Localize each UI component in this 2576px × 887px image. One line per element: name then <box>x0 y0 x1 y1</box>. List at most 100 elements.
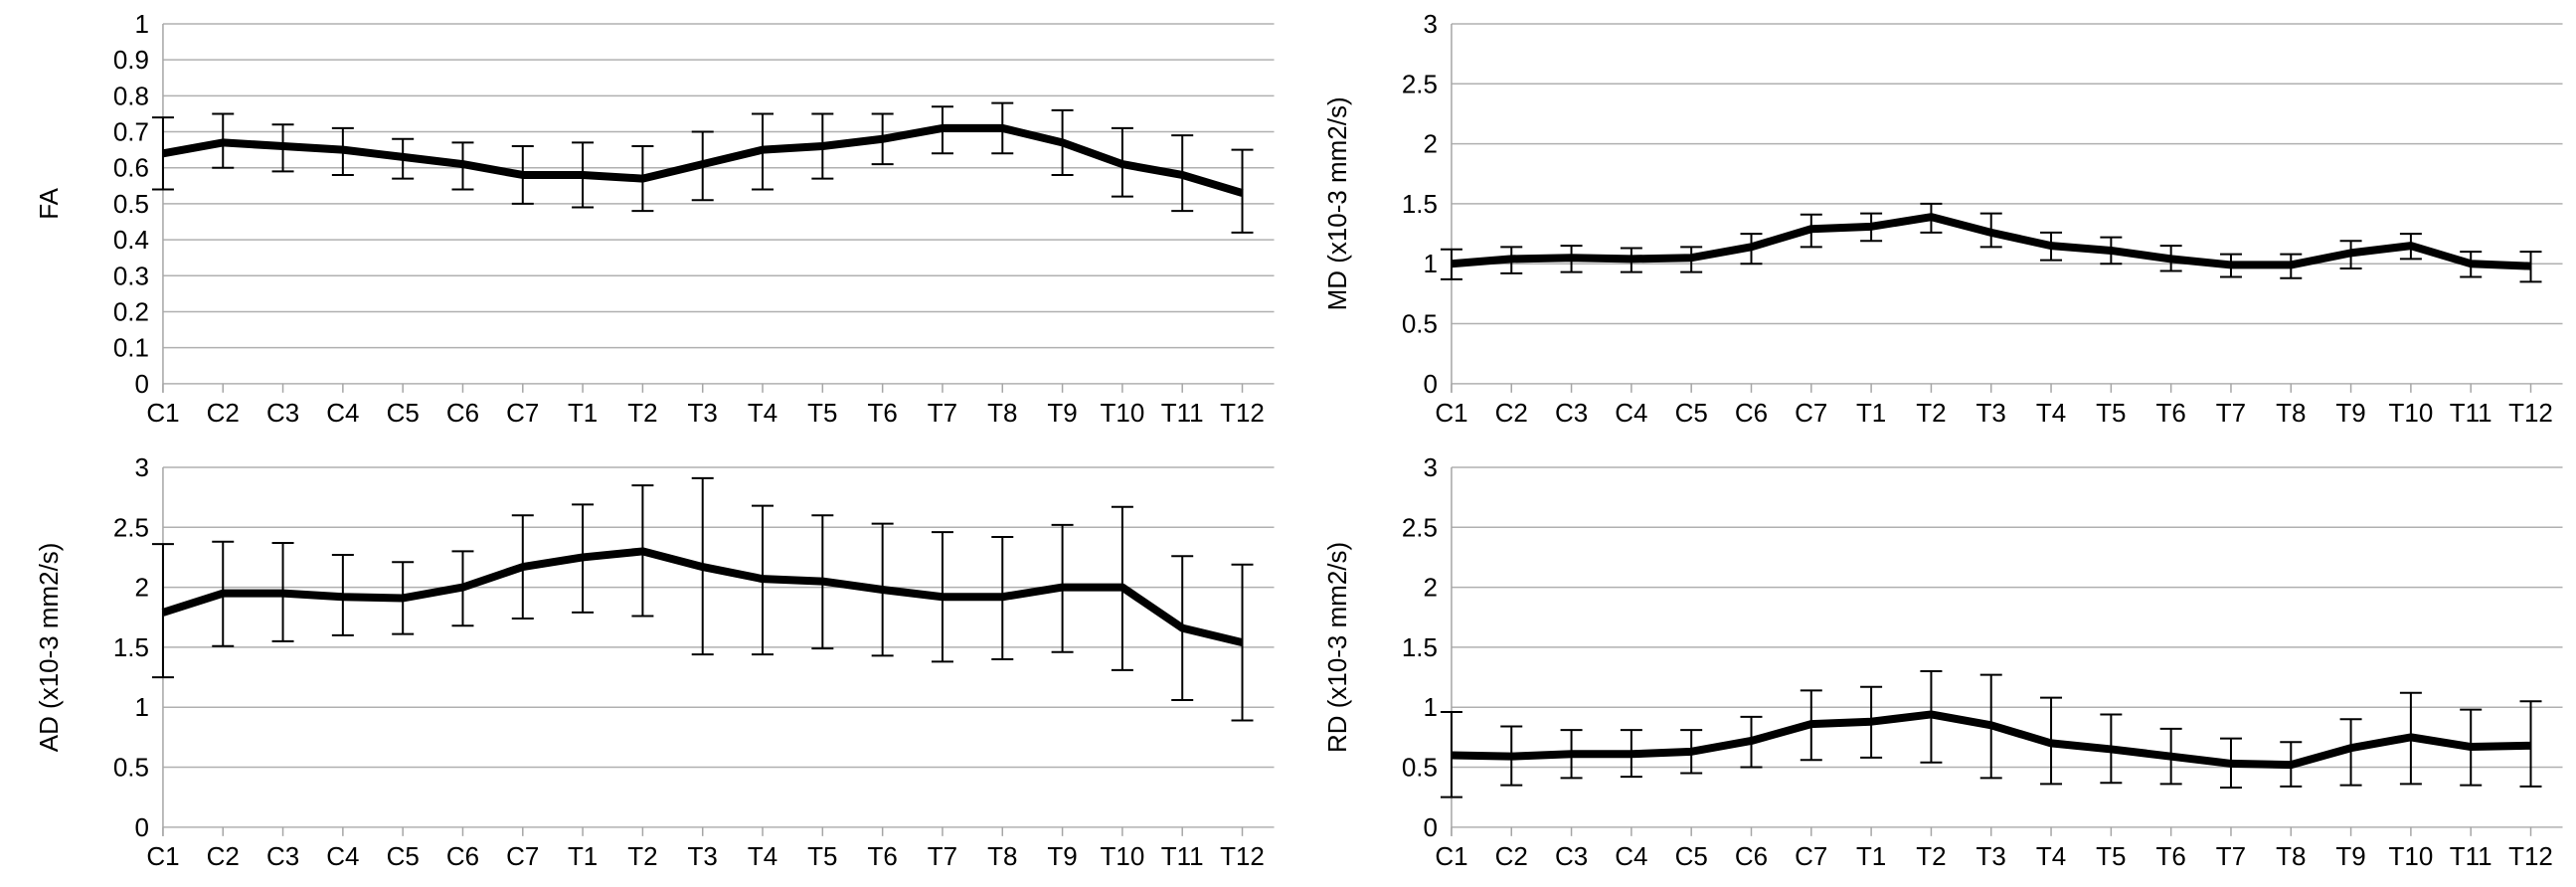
x-tick-label: T3 <box>1975 841 2005 871</box>
y-axis-title: AD (x10-3 mm2/s) <box>34 542 64 752</box>
x-tick-label: C4 <box>326 841 359 871</box>
x-tick-label: C2 <box>1494 841 1527 871</box>
y-tick-label: 3 <box>134 452 148 482</box>
axis-lines <box>1451 24 2530 393</box>
y-tick-label: 0 <box>1423 369 1437 399</box>
y-tick-labels: 00.10.20.30.40.50.60.70.80.91 <box>113 9 149 399</box>
x-tick-label: C2 <box>207 841 240 871</box>
x-tick-label: T11 <box>1161 841 1204 871</box>
y-tick-label: 2 <box>1423 129 1437 159</box>
y-tick-label: 0.5 <box>113 189 149 219</box>
x-tick-label: T8 <box>2276 398 2306 428</box>
y-tick-label: 0.8 <box>113 81 149 110</box>
x-tick-label: T9 <box>2335 841 2365 871</box>
x-tick-label: T12 <box>2508 398 2553 428</box>
y-tick-label: 0.3 <box>113 261 149 290</box>
x-tick-label: C6 <box>1734 841 1767 871</box>
y-tick-label: 1.5 <box>113 632 149 662</box>
x-tick-label: C1 <box>1435 841 1467 871</box>
x-tick-label: T6 <box>868 841 898 871</box>
x-tick-label: T7 <box>928 841 957 871</box>
x-tick-label: T10 <box>2388 841 2433 871</box>
x-tick-label: T9 <box>1047 841 1077 871</box>
x-tick-label: C1 <box>1435 398 1467 428</box>
x-tick-label: T9 <box>1047 398 1077 428</box>
gridlines <box>1451 24 2562 384</box>
x-tick-label: T5 <box>807 841 837 871</box>
x-tick-label: C3 <box>1554 398 1587 428</box>
x-tick-label: T4 <box>748 398 777 428</box>
y-axis-title: MD (x10-3 mm2/s) <box>1321 96 1351 310</box>
x-tick-label: T4 <box>2035 398 2065 428</box>
x-tick-label: T2 <box>1916 841 1946 871</box>
gridlines <box>163 467 1275 827</box>
x-tick-label: T1 <box>568 398 598 428</box>
x-tick-label: C6 <box>446 841 479 871</box>
y-tick-labels: 00.511.522.53 <box>113 452 149 842</box>
x-tick-label: C7 <box>1795 841 1827 871</box>
y-tick-label: 3 <box>1423 452 1437 482</box>
x-tick-label: T10 <box>1101 841 1145 871</box>
y-tick-label: 1.5 <box>1401 189 1437 219</box>
x-tick-label: T2 <box>627 841 657 871</box>
x-tick-label: C5 <box>1674 841 1707 871</box>
y-tick-label: 0.5 <box>1401 752 1437 782</box>
x-tick-label: T5 <box>2096 841 2126 871</box>
x-tick-label: T6 <box>2155 398 2185 428</box>
x-tick-label: T7 <box>2215 398 2245 428</box>
x-tick-label: C3 <box>266 398 299 428</box>
x-tick-label: T3 <box>688 841 718 871</box>
x-tick-label: C2 <box>207 398 240 428</box>
y-tick-label: 1 <box>134 9 148 39</box>
gridlines <box>1451 467 2562 827</box>
y-tick-label: 0 <box>134 812 148 842</box>
x-tick-label: T11 <box>2449 841 2491 871</box>
x-tick-label: T12 <box>1220 398 1265 428</box>
y-tick-label: 1.5 <box>1401 632 1437 662</box>
y-tick-label: 0.4 <box>113 225 149 255</box>
y-tick-label: 0.1 <box>113 333 149 363</box>
x-tick-label: T11 <box>2449 398 2491 428</box>
x-tick-label: T10 <box>2388 398 2433 428</box>
x-tick-label: T8 <box>987 841 1017 871</box>
x-tick-label: T11 <box>1161 398 1204 428</box>
x-tick-label: T1 <box>568 841 598 871</box>
y-axis-title: FA <box>34 187 64 219</box>
y-axis-title: RD (x10-3 mm2/s) <box>1321 542 1351 753</box>
y-tick-label: 1 <box>1423 249 1437 278</box>
x-tick-label: C5 <box>387 398 420 428</box>
axis-lines <box>1451 467 2530 836</box>
y-tick-label: 0.7 <box>113 117 149 147</box>
x-tick-label: C4 <box>1615 841 1647 871</box>
x-tick-label: C6 <box>1734 398 1767 428</box>
y-tick-label: 2 <box>134 572 148 602</box>
x-tick-label: C7 <box>506 841 539 871</box>
x-tick-label: T6 <box>868 398 898 428</box>
y-tick-label: 0.2 <box>113 296 149 326</box>
error-bars <box>1440 671 2541 798</box>
y-tick-label: 0.5 <box>113 752 149 782</box>
y-tick-label: 1 <box>134 692 148 722</box>
y-tick-label: 2 <box>1423 572 1437 602</box>
x-tick-label: T7 <box>2215 841 2245 871</box>
x-tick-label: C6 <box>446 398 479 428</box>
x-tick-label: C5 <box>387 841 420 871</box>
x-tick-label: T8 <box>987 398 1017 428</box>
x-tick-label: T4 <box>2035 841 2065 871</box>
y-tick-label: 0.6 <box>113 153 149 183</box>
x-tick-label: C4 <box>1615 398 1647 428</box>
x-tick-label: C5 <box>1674 398 1707 428</box>
y-tick-labels: 00.511.522.53 <box>1401 9 1437 399</box>
x-tick-label: T7 <box>928 398 957 428</box>
x-tick-label: C1 <box>146 398 179 428</box>
x-tick-label: C4 <box>326 398 359 428</box>
